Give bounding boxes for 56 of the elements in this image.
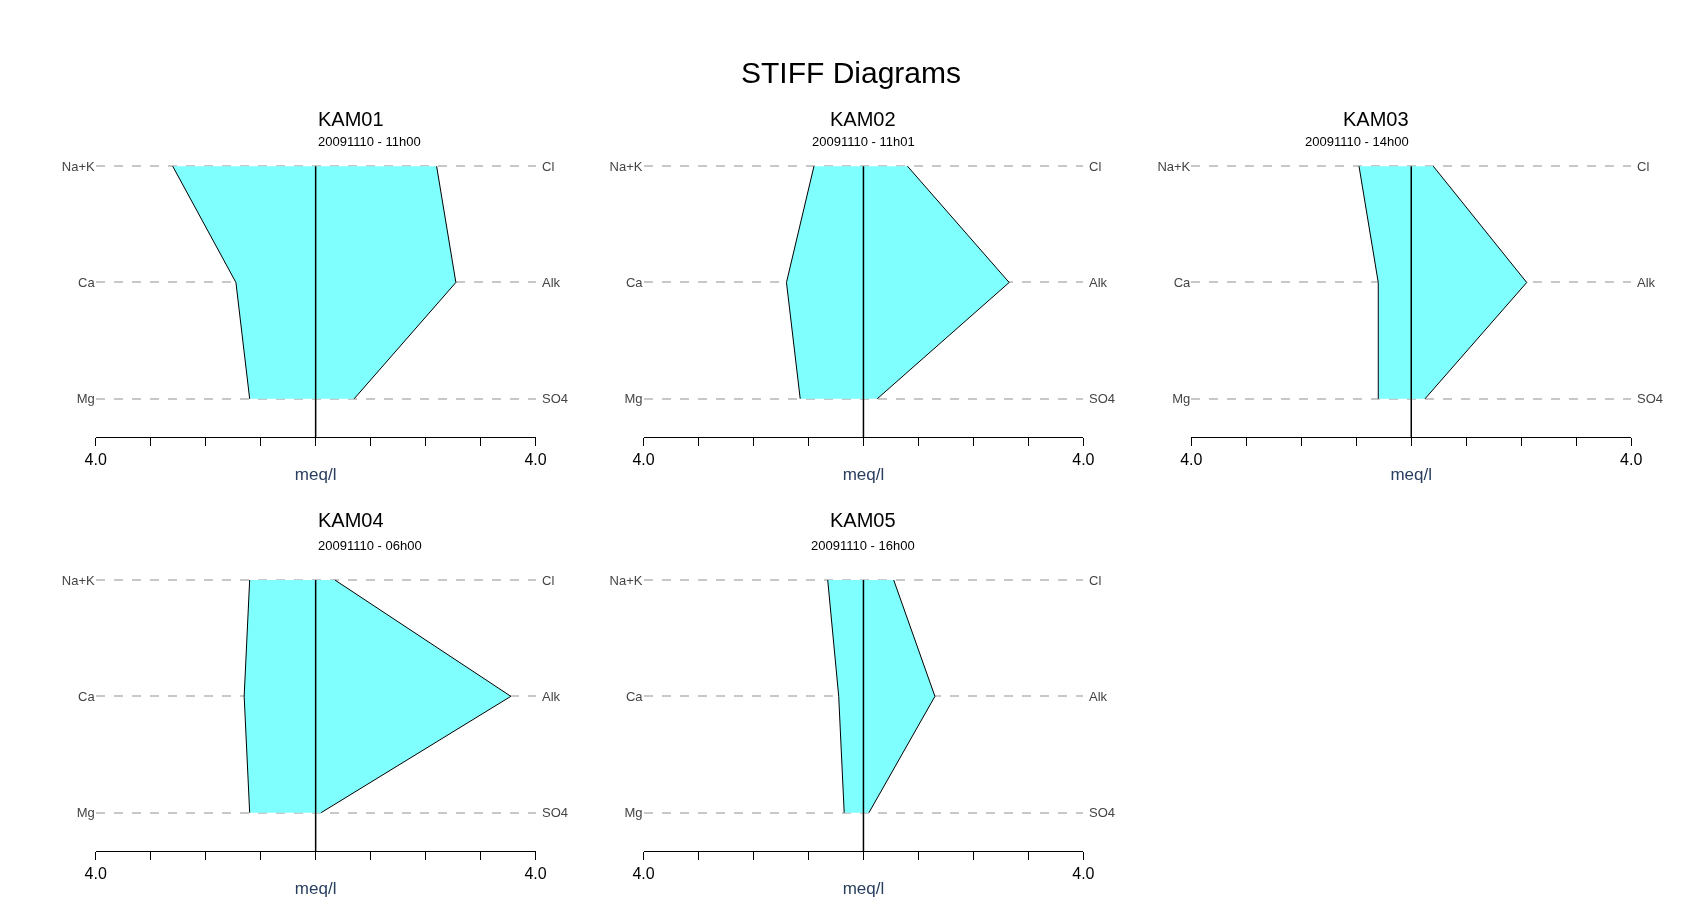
- y-tick-label: Na+K: [1157, 158, 1191, 174]
- x-tick-label: 4.0: [1620, 451, 1643, 469]
- text: STIFF Diagrams: [741, 56, 962, 89]
- y2-tick-label: SO4: [1089, 391, 1116, 406]
- y2-tick-label: Alk: [542, 275, 561, 290]
- x-tick-label: 4.0: [524, 451, 547, 469]
- chart-title: KAM03: [1343, 108, 1409, 130]
- y2-tick-label: SO4: [1637, 391, 1664, 406]
- y-tick-label: Ca: [625, 688, 644, 704]
- y-tick-label: Na+K: [609, 572, 643, 588]
- chart-title: KAM02: [830, 108, 896, 130]
- y2-tick-label: SO4: [542, 805, 569, 820]
- chart-subtitle: 20091110 - 14h00: [1305, 134, 1409, 149]
- y-tick-label: Mg: [624, 805, 643, 821]
- y-tick-label: Ca: [78, 688, 96, 704]
- y-tick-label: Ca: [1173, 275, 1192, 291]
- y2-tick-label: Alk: [1089, 689, 1108, 704]
- y2-tick-label: Cl: [542, 159, 555, 174]
- y-tick-label: Mg: [76, 805, 95, 821]
- x-axis-title: meq/l: [842, 878, 885, 898]
- y-tick-label: Mg: [624, 391, 643, 407]
- x-axis-title: meq/l: [1390, 464, 1433, 484]
- y-tick-label: Na+K: [61, 158, 96, 174]
- y-tick-label: Mg: [76, 391, 95, 407]
- chart-subtitle: 20091110 - 11h00: [318, 134, 421, 149]
- y-tick-label: Na+K: [61, 572, 96, 588]
- y2-tick-label: SO4: [542, 391, 569, 406]
- y2-tick-label: Alk: [542, 689, 561, 704]
- y2-tick-label: Alk: [1637, 275, 1656, 290]
- chart-subtitle: 20091110 - 16h00: [811, 538, 915, 553]
- y-tick-label: Ca: [78, 275, 96, 291]
- y-tick-label: Ca: [625, 275, 644, 291]
- y2-tick-label: SO4: [1089, 805, 1116, 820]
- x-tick-label: 4.0: [1072, 865, 1095, 883]
- x-tick-label: 4.0: [524, 865, 547, 883]
- x-tick-label: 4.0: [1180, 451, 1203, 469]
- y2-tick-label: Cl: [1089, 573, 1102, 588]
- chart-title: KAM05: [830, 509, 896, 531]
- x-tick-label: 4.0: [84, 451, 107, 469]
- x-tick-label: 4.0: [84, 865, 107, 883]
- chart-title: KAM01: [318, 108, 384, 130]
- x-axis-title: meq/l: [294, 878, 337, 898]
- y2-tick-label: Cl: [542, 573, 555, 588]
- chart-title: KAM04: [318, 509, 384, 531]
- x-axis-title: meq/l: [294, 464, 337, 484]
- chart-subtitle: 20091110 - 06h00: [318, 538, 422, 553]
- y2-tick-label: Cl: [1637, 159, 1650, 174]
- x-axis-title: meq/l: [842, 464, 885, 484]
- chart-subtitle: 20091110 - 11h01: [812, 134, 915, 149]
- x-tick-label: 4.0: [632, 865, 655, 883]
- y2-tick-label: Cl: [1089, 159, 1102, 174]
- y-tick-label: Mg: [1172, 391, 1191, 407]
- x-tick-label: 4.0: [632, 451, 655, 469]
- y2-tick-label: Alk: [1089, 275, 1108, 290]
- x-tick-label: 4.0: [1072, 451, 1095, 469]
- y-tick-label: Na+K: [609, 158, 643, 174]
